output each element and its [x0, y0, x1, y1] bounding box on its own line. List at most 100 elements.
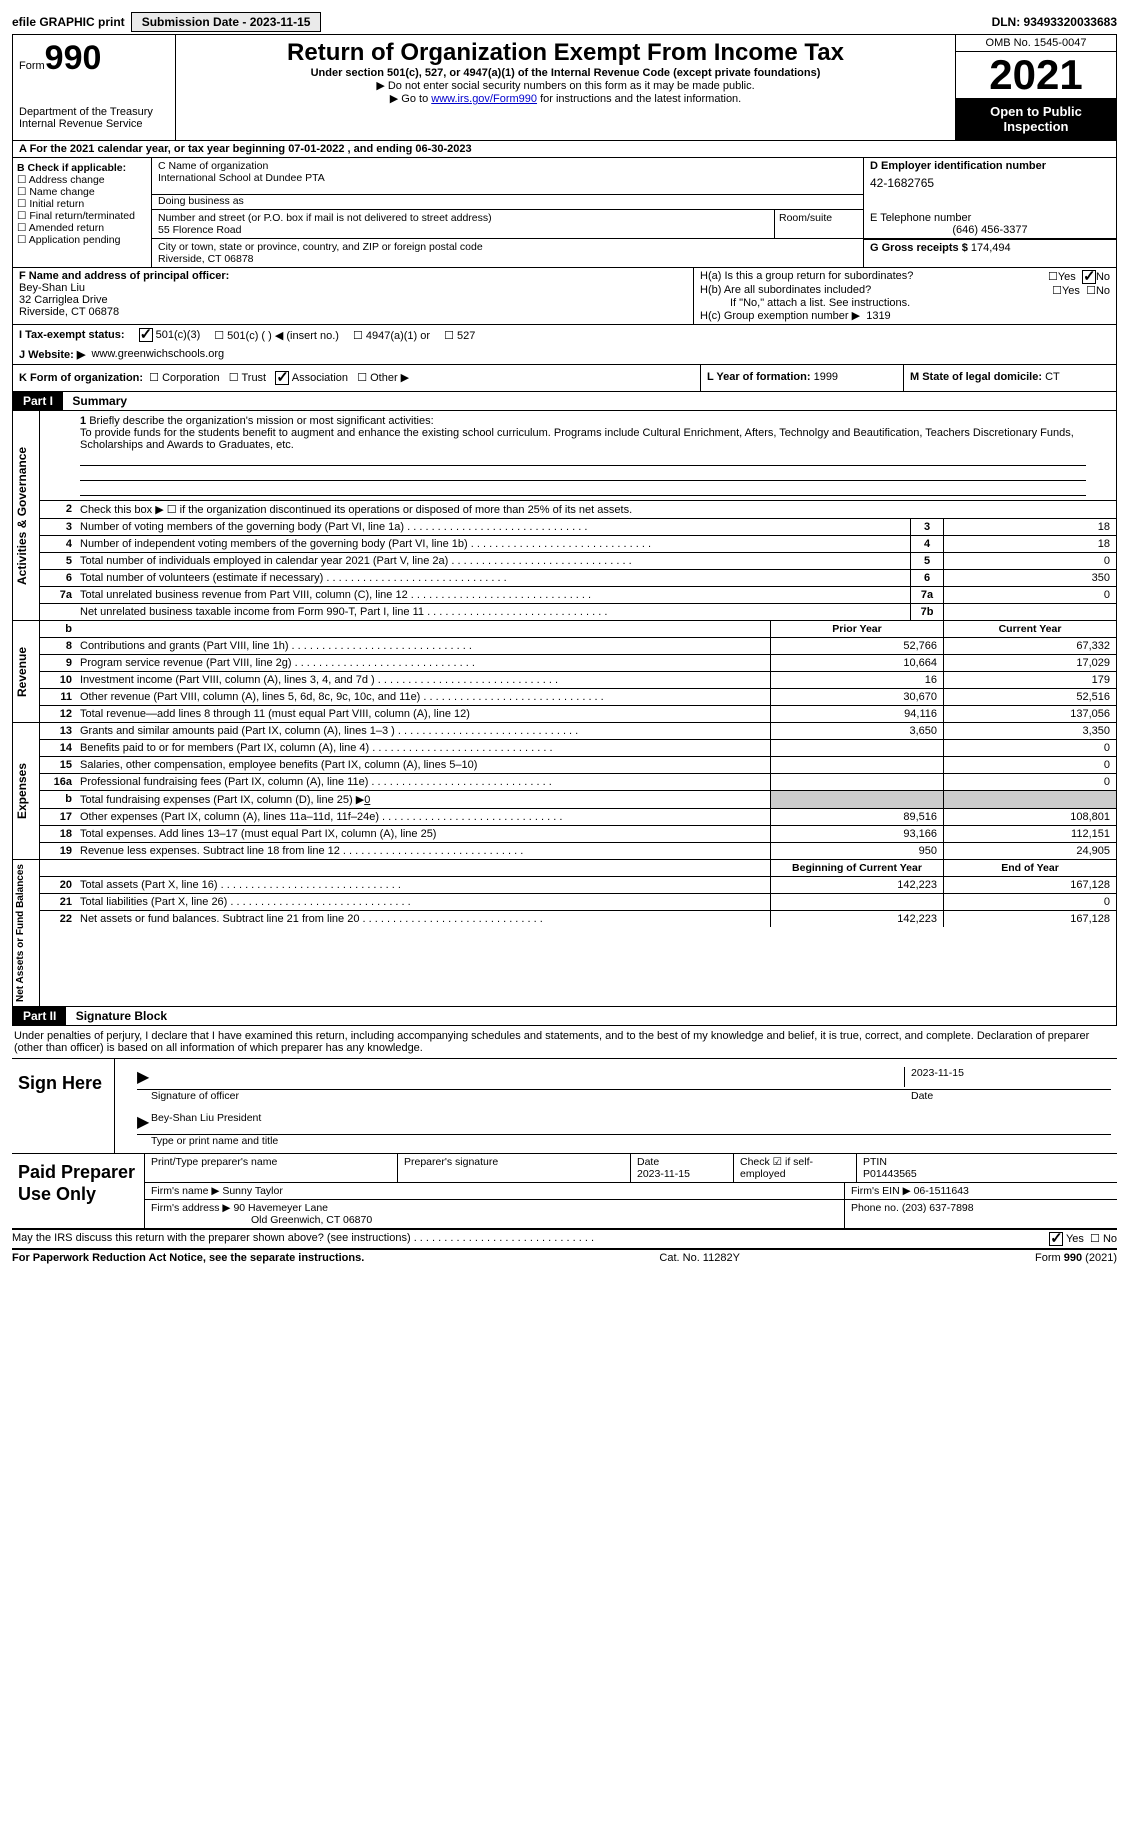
- opt-app: Application pending: [29, 234, 121, 246]
- l3: Number of voting members of the governin…: [76, 519, 910, 535]
- i-o3: 4947(a)(1) or: [366, 330, 430, 342]
- l-label: L Year of formation:: [707, 371, 811, 383]
- hb-no[interactable]: ☐No: [1086, 284, 1110, 297]
- k-trust[interactable]: ☐ Trust: [229, 372, 266, 384]
- submission-date-button[interactable]: Submission Date - 2023-11-15: [131, 12, 322, 32]
- no-1: No: [1096, 271, 1110, 283]
- vlabel-rev: Revenue: [13, 621, 40, 722]
- c16a: 0: [943, 774, 1116, 790]
- c19: 24,905: [943, 843, 1116, 859]
- vlabel-exp: Expenses: [13, 723, 40, 859]
- chk-amended[interactable]: ☐ Amended return: [17, 222, 147, 234]
- form-subtitle: Under section 501(c), 527, or 4947(a)(1)…: [182, 67, 949, 79]
- c13: 3,350: [943, 723, 1116, 739]
- note-2: ▶ Go to www.irs.gov/Form990 for instruct…: [182, 92, 949, 105]
- e-label: E Telephone number: [870, 212, 1110, 224]
- hb-note: If "No," attach a list. See instructions…: [700, 297, 1110, 309]
- note-1: ▶ Do not enter social security numbers o…: [182, 79, 949, 92]
- c9: 17,029: [943, 655, 1116, 671]
- p9: 10,664: [770, 655, 943, 671]
- l11: Other revenue (Part VIII, column (A), li…: [76, 689, 770, 705]
- firm-addr2: Old Greenwich, CT 06870: [151, 1214, 372, 1226]
- prep-h2: Preparer's signature: [398, 1154, 631, 1182]
- footer-r: Form 990 (2021): [1035, 1252, 1117, 1264]
- l9: Program service revenue (Part VIII, line…: [76, 655, 770, 671]
- i-o1: 501(c)(3): [156, 329, 201, 341]
- v6: 350: [943, 570, 1116, 586]
- l16b-pre: Total fundraising expenses (Part IX, col…: [80, 794, 364, 806]
- firm-name-l: Firm's name ▶: [151, 1185, 219, 1197]
- c8: 67,332: [943, 638, 1116, 654]
- efile-label: efile GRAPHIC print: [12, 15, 125, 29]
- chk-final[interactable]: ☐ Final return/terminated: [17, 210, 147, 222]
- c17: 108,801: [943, 809, 1116, 825]
- l2: Check this box ▶ ☐ if the organization d…: [76, 501, 1116, 518]
- note2-post: for instructions and the latest informat…: [537, 93, 741, 105]
- chk-initial[interactable]: ☐ Initial return: [17, 198, 147, 210]
- opt-initial: Initial return: [29, 198, 84, 210]
- p21: [770, 894, 943, 910]
- hdr-curr: Current Year: [943, 621, 1116, 637]
- opt-amended: Amended return: [29, 222, 104, 234]
- hc-value: 1319: [866, 310, 890, 322]
- discuss-no[interactable]: ☐ No: [1090, 1232, 1117, 1246]
- chk-app[interactable]: ☐ Application pending: [17, 234, 147, 246]
- i-527[interactable]: ☐ 527: [444, 329, 475, 342]
- c-city-label: City or town, state or province, country…: [158, 241, 857, 253]
- ha-no[interactable]: No: [1082, 270, 1110, 284]
- firm-ein-l: Firm's EIN ▶: [851, 1185, 911, 1197]
- phone-l: Phone no.: [851, 1202, 899, 1214]
- p18: 93,166: [770, 826, 943, 842]
- k-corp[interactable]: ☐ Corporation: [149, 372, 219, 384]
- k-assoc[interactable]: Association: [275, 372, 348, 384]
- header-mid: Return of Organization Exempt From Incom…: [176, 35, 956, 140]
- irs-link[interactable]: www.irs.gov/Form990: [431, 93, 537, 105]
- no-2: No: [1096, 285, 1110, 297]
- l19: Revenue less expenses. Subtract line 18 …: [76, 843, 770, 859]
- footer-l: For Paperwork Reduction Act Notice, see …: [12, 1252, 364, 1264]
- l10: Investment income (Part VIII, column (A)…: [76, 672, 770, 688]
- j-value: www.greenwichschools.org: [91, 348, 224, 361]
- i-o2: 501(c) ( ) ◀ (insert no.): [227, 330, 339, 342]
- i-label: I Tax-exempt status:: [19, 329, 125, 341]
- p22: 142,223: [770, 911, 943, 927]
- open-public: Open to Public Inspection: [956, 98, 1116, 140]
- form-title: Return of Organization Exempt From Incom…: [182, 39, 949, 67]
- c-dba-label: Doing business as: [158, 195, 857, 207]
- g-label: G Gross receipts $: [870, 242, 968, 254]
- hc-label: H(c) Group exemption number ▶: [700, 310, 860, 322]
- part1-title: Summary: [66, 394, 127, 408]
- i-501c[interactable]: ☐ 501(c) ( ) ◀ (insert no.): [214, 329, 339, 342]
- l5: Total number of individuals employed in …: [76, 553, 910, 569]
- l7a: Total unrelated business revenue from Pa…: [76, 587, 910, 603]
- l18: Total expenses. Add lines 13–17 (must eq…: [76, 826, 770, 842]
- c15: 0: [943, 757, 1116, 773]
- i-4947[interactable]: ☐ 4947(a)(1) or: [353, 329, 430, 342]
- v5: 0: [943, 553, 1116, 569]
- v3: 18: [943, 519, 1116, 535]
- f-name: Bey-Shan Liu: [19, 282, 85, 294]
- g-value: 174,494: [971, 242, 1011, 254]
- discuss-yes[interactable]: Yes: [1049, 1232, 1084, 1246]
- l6: Total number of volunteers (estimate if …: [76, 570, 910, 586]
- line-a: A For the 2021 calendar year, or tax yea…: [12, 141, 1117, 158]
- i-o4: 527: [457, 330, 475, 342]
- p13: 3,650: [770, 723, 943, 739]
- l7b: Net unrelated business taxable income fr…: [76, 604, 910, 620]
- hb-label: H(b) Are all subordinates included?: [700, 284, 1052, 297]
- ha-yes[interactable]: ☐Yes: [1048, 270, 1076, 284]
- chk-address[interactable]: ☐ Address change: [17, 174, 147, 186]
- form-label: Form: [19, 60, 45, 72]
- l13: Grants and similar amounts paid (Part IX…: [76, 723, 770, 739]
- i-501c3[interactable]: 501(c)(3): [139, 328, 201, 342]
- p14: [770, 740, 943, 756]
- p16b: [770, 791, 943, 808]
- part1-label: Part I: [13, 392, 63, 410]
- opt-name: Name change: [29, 186, 94, 198]
- k-other[interactable]: ☐ Other ▶: [357, 372, 409, 384]
- hb-yes[interactable]: ☐Yes: [1052, 284, 1080, 297]
- chk-name[interactable]: ☐ Name change: [17, 186, 147, 198]
- arrow-icon-2: ▶: [137, 1112, 151, 1132]
- d-label: D Employer identification number: [870, 160, 1110, 172]
- p17: 89,516: [770, 809, 943, 825]
